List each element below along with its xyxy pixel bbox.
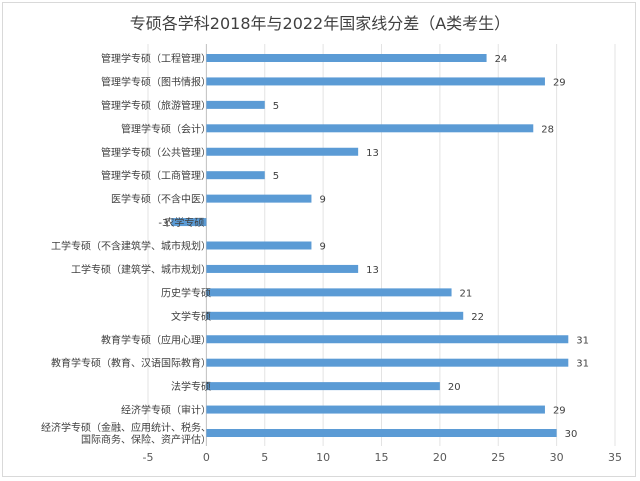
bar [206,405,545,414]
category-labels: 管理学专硕（工程管理） 管理学专硕（图书情报） 管理学专硕（旅游管理） 管理学专硕（会… [41,52,211,446]
data-label: 31 [576,335,589,346]
category-label: 教育学专硕（教育、汉语国际教育） [51,357,211,370]
category-label: 管理学专硕（图书情报） [101,75,211,88]
category-label: 教育学专硕（应用心理） [101,333,211,346]
bar [206,54,487,62]
bar [206,288,452,297]
x-tick-label: -5 [143,451,154,464]
bar [206,241,312,250]
bar [206,171,265,180]
bars [171,54,569,437]
category-label: 经济学专硕（审计） [121,404,211,417]
data-label: 9 [319,242,325,253]
data-label: 9 [319,195,325,206]
category-label: 文学专硕 [171,310,211,323]
x-tick-label: 35 [608,451,622,464]
x-tick-labels: -5 0 5 10 15 20 25 30 35 [143,451,622,464]
x-tick-label: 10 [316,451,330,464]
category-label: 法学专硕 [171,380,211,393]
category-label: 工学专硕（建筑学、城市规划） [71,263,211,276]
category-label: 经济学专硕（金融、应用统计、税务、 [41,421,211,434]
x-tick-label: 25 [491,451,505,464]
bar [206,429,557,437]
data-label: 20 [448,382,461,393]
bar [206,77,545,86]
category-label: 管理学专硕（会计） [121,122,211,135]
category-label: 工学专硕（不含建筑学、城市规划） [51,240,211,253]
bar [206,147,359,156]
chart-title: 专硕各学科2018年与2022年国家线分差（A类考生） [129,14,511,33]
chart-frame [2,2,636,477]
data-label: -3 [158,218,168,229]
data-label: 21 [460,288,473,299]
bar [206,335,569,344]
data-label: 28 [541,124,554,135]
data-label: 30 [565,429,578,440]
data-label: 29 [553,406,566,417]
category-label: 管理学专硕（工商管理） [101,169,211,182]
data-label: 29 [553,77,566,88]
bar [206,100,265,109]
category-label: 国际商务、保险、资产评估） [81,433,211,446]
x-tick-label: 30 [550,451,564,464]
data-labels: 24 29 5 28 13 5 9 -3 9 13 21 22 31 31 20 29 30 [158,54,589,440]
x-tick-label: 0 [203,451,210,464]
category-label: 管理学专硕（旅游管理） [101,99,211,112]
data-label: 24 [495,54,508,65]
bar [206,264,359,273]
x-tick-label: 15 [375,451,389,464]
category-label: 医学专硕（不含中医） [111,193,211,206]
bar [206,124,534,133]
category-label: 管理学专硕（公共管理） [101,146,211,159]
x-tick-label: 20 [433,451,447,464]
category-label: 管理学专硕（工程管理） [101,52,211,65]
data-label: 5 [273,171,279,182]
data-label: 13 [366,148,379,159]
data-label: 13 [366,265,379,276]
bar [206,311,464,320]
data-label: 5 [273,101,279,112]
data-label: 22 [471,312,484,323]
bar [206,358,569,367]
data-label: 31 [576,359,589,370]
bar [171,218,207,227]
bar [206,194,312,203]
category-label: 农学专硕 [164,216,204,229]
bar [206,382,440,391]
x-tick-label: 5 [261,451,268,464]
category-label: 历史学专硕 [161,286,211,299]
